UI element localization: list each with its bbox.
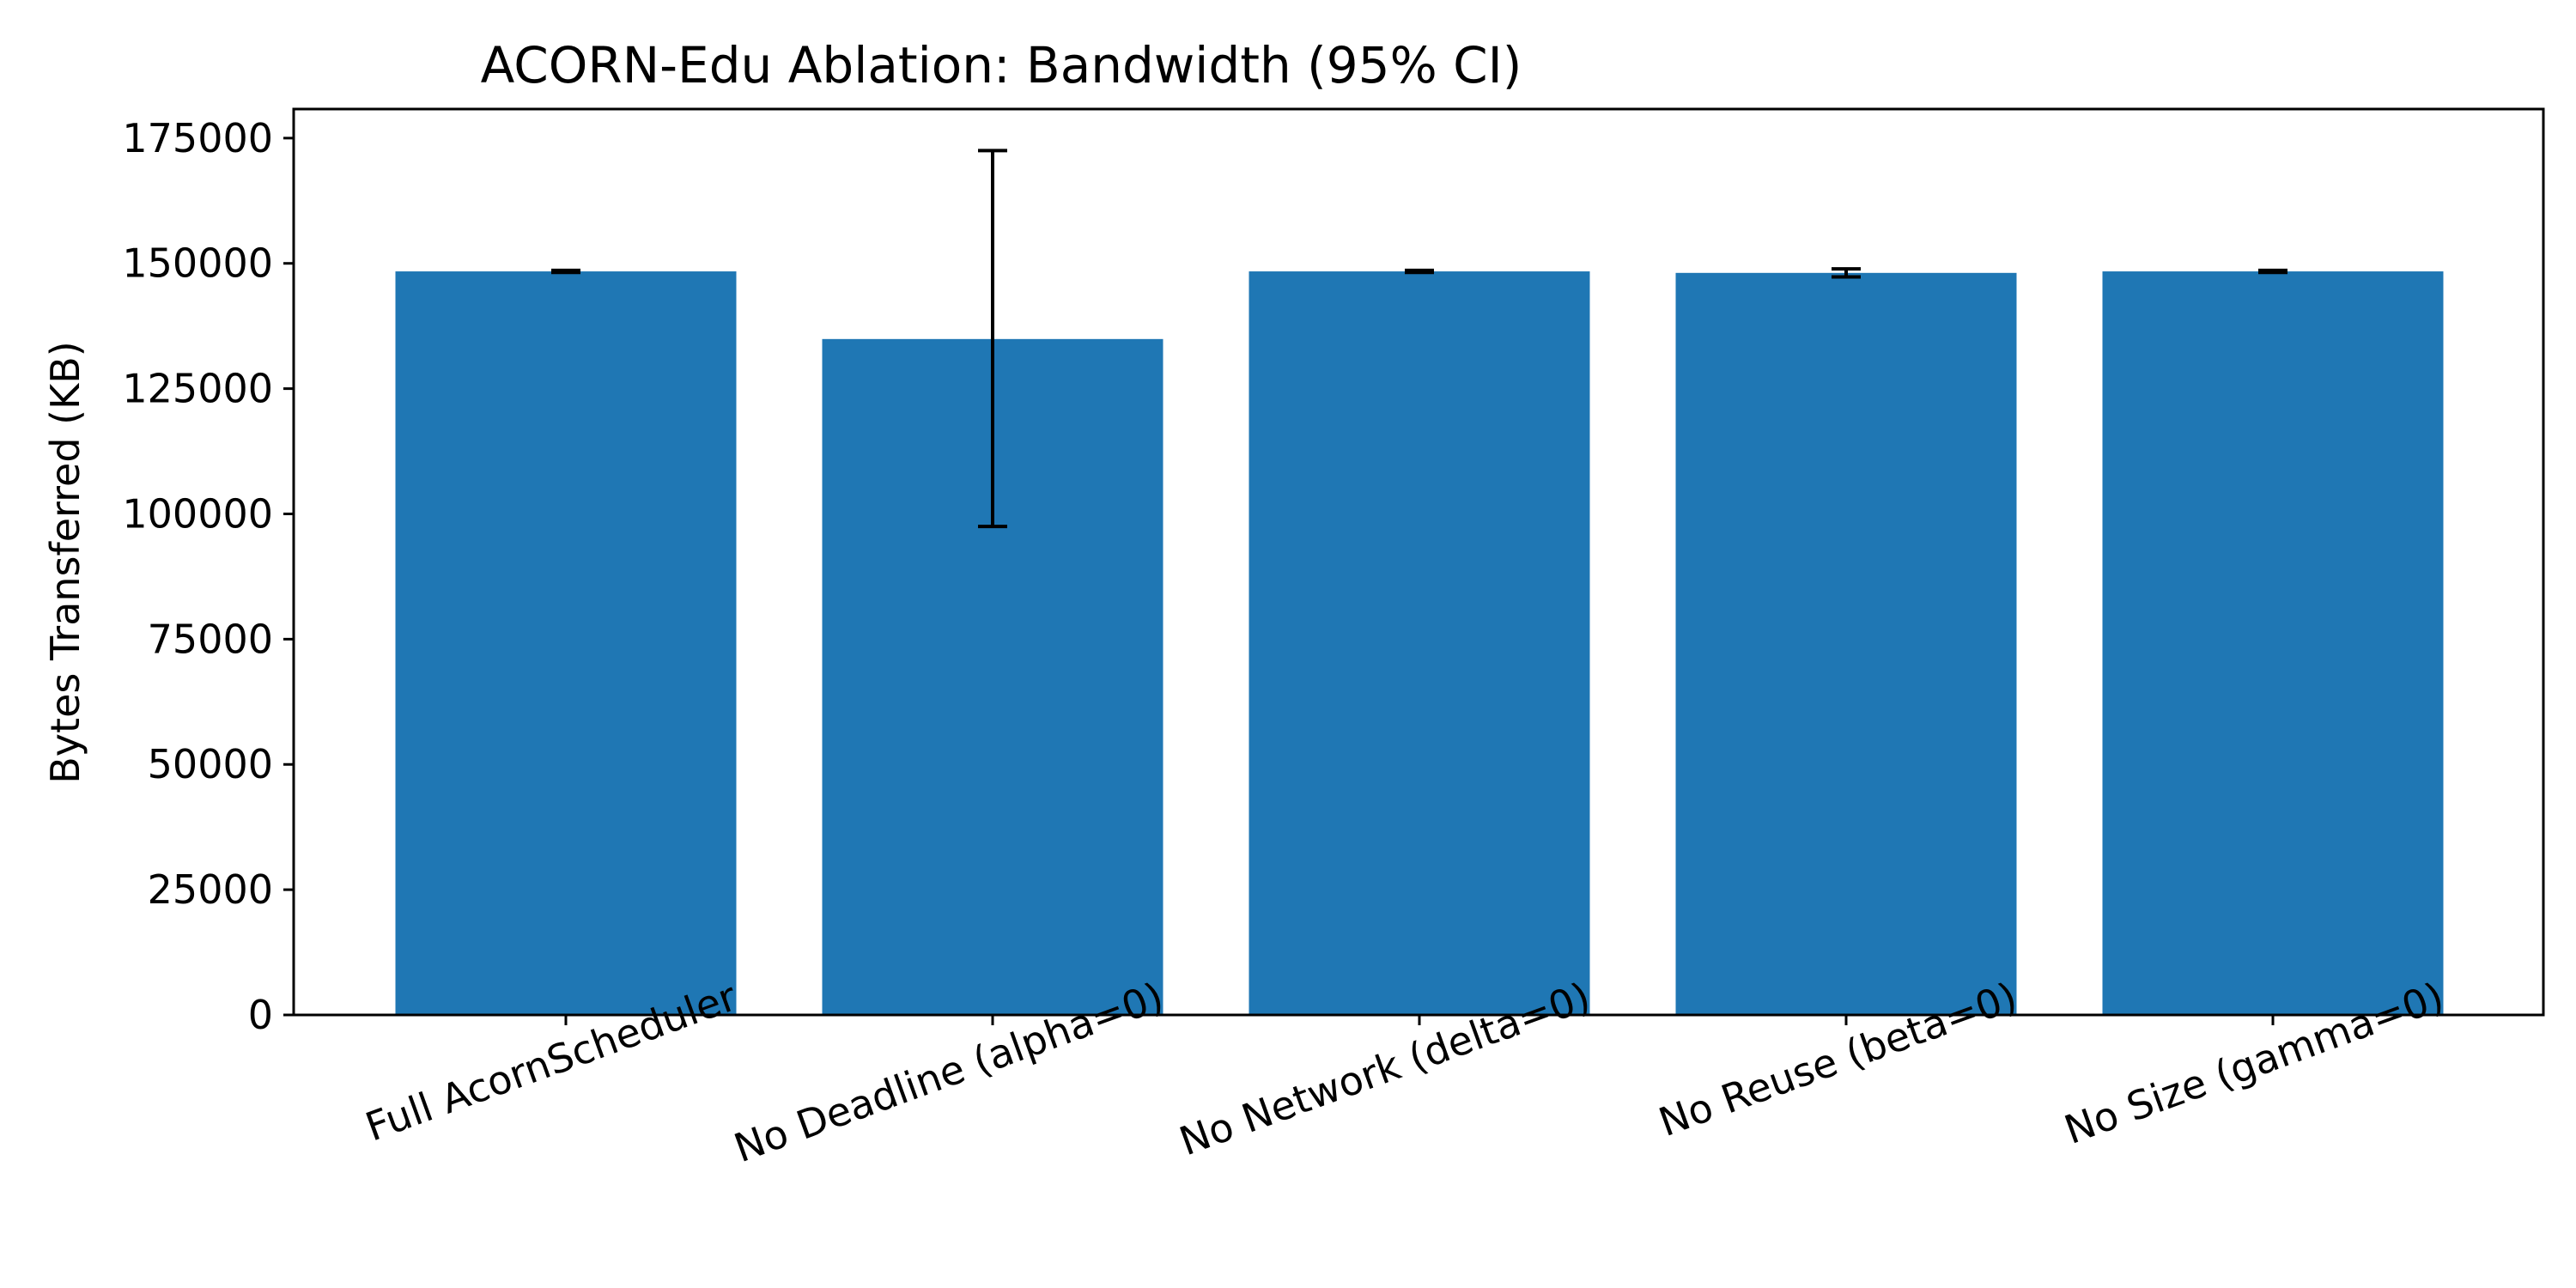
y-tick-label: 100000 <box>122 490 273 537</box>
error-bar <box>1405 268 1434 275</box>
chart-title: ACORN-Edu Ablation: Bandwidth (95% CI) <box>481 36 1522 94</box>
plot-area: 0 25000 50000 75000 100000 125000 150000 175000… <box>122 107 2545 1171</box>
bar <box>1249 271 1590 1016</box>
bar <box>395 271 737 1016</box>
error-bar <box>551 268 580 275</box>
y-tick-label: 125000 <box>122 366 273 412</box>
y-tick-label: 0 <box>248 992 273 1038</box>
y-tick-label: 175000 <box>122 115 273 161</box>
y-tick-label: 150000 <box>122 240 273 287</box>
bar <box>1675 272 2017 1015</box>
y-axis-label: Bytes Transferred (KB) <box>42 341 88 784</box>
bar <box>2102 271 2444 1016</box>
y-tick-label: 25000 <box>148 866 273 913</box>
error-bar <box>978 149 1007 529</box>
y-tick-label: 50000 <box>148 741 273 787</box>
error-bar <box>1832 267 1861 279</box>
y-tick-label: 75000 <box>148 616 273 662</box>
error-bar <box>2258 268 2287 275</box>
